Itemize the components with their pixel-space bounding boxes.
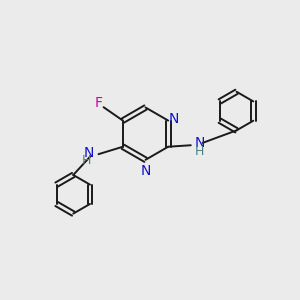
Text: N: N — [168, 112, 179, 126]
Text: N: N — [194, 136, 205, 150]
Text: N: N — [140, 164, 151, 178]
Text: H: H — [81, 154, 91, 167]
Text: N: N — [84, 146, 94, 160]
Text: H: H — [195, 145, 204, 158]
Text: F: F — [94, 96, 102, 110]
